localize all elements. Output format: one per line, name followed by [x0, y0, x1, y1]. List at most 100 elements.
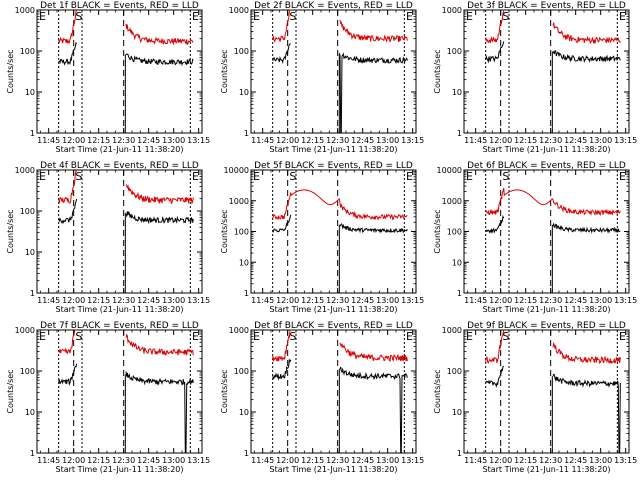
event-marker-e: E: [619, 10, 626, 23]
plot-frame: [463, 9, 630, 134]
y-tick-label: 10000: [437, 166, 462, 175]
y-tick-label: 100: [234, 367, 249, 376]
event-marker-e: E: [192, 330, 199, 343]
detector-panel-2: Det 2f BLACK = Events, RED = LLD 1 10 100 10…: [220, 1, 424, 154]
panel-title: Det 5f BLACK = Events, RED = LLD: [254, 161, 413, 171]
plot-frame: [463, 329, 630, 454]
y-tick-label: 100: [447, 47, 462, 56]
event-marker-e: E: [253, 170, 260, 183]
lld-series-line: [272, 189, 408, 221]
event-marker-e: E: [406, 10, 413, 23]
y-tick-label: 10: [452, 258, 462, 267]
x-tick-label: 13:15: [187, 136, 210, 145]
y-tick-label: 1000: [15, 326, 35, 335]
x-tick-label: 12:30: [112, 296, 135, 305]
y-tick-label: 10: [25, 248, 35, 257]
x-tick-label: 13:15: [614, 296, 637, 305]
x-axis-label: Start Time (21-Jun-11 11:38:20): [270, 465, 398, 474]
x-tick-label: 13:00: [162, 296, 185, 305]
x-tick-label: 11:45: [464, 136, 487, 145]
events-series-line: [485, 365, 621, 454]
x-tick-label: 11:45: [37, 296, 60, 305]
x-tick-label: 12:30: [539, 136, 562, 145]
x-tick-label: 12:30: [326, 456, 349, 465]
event-marker-s: S: [289, 330, 296, 343]
y-tick-label: 1000: [442, 326, 462, 335]
panel-title: Det 3f BLACK = Events, RED = LLD: [467, 1, 626, 11]
x-tick-label: 13:15: [187, 296, 210, 305]
x-tick-label: 13:00: [376, 456, 399, 465]
event-marker-e: E: [39, 10, 46, 23]
x-tick-label: 13:00: [589, 456, 612, 465]
x-tick-label: 12:00: [489, 296, 512, 305]
x-axis-label: Start Time (21-Jun-11 11:38:20): [483, 145, 611, 154]
y-tick-label: 1: [244, 289, 249, 298]
x-axis-label: Start Time (21-Jun-11 11:38:20): [270, 145, 398, 154]
events-series-line: [272, 214, 408, 234]
x-tick-label: 11:45: [251, 456, 274, 465]
y-axis-label: Counts/sec: [220, 369, 229, 413]
detector-panel-6: Det 6f BLACK = Events, RED = LLD 1 10 100 10…: [433, 161, 637, 314]
panel-title: Det 4f BLACK = Events, RED = LLD: [40, 161, 199, 171]
x-tick-label: 11:45: [251, 136, 274, 145]
event-marker-e: E: [39, 170, 46, 183]
detector-panel-5: Det 5f BLACK = Events, RED = LLD 1 10 100 10…: [220, 161, 424, 314]
panel-title: Det 1f BLACK = Events, RED = LLD: [40, 1, 199, 11]
y-axis-label: Counts/sec: [6, 209, 15, 253]
detector-panel-9: Det 9f BLACK = Events, RED = LLD 1 10 100 10…: [433, 321, 637, 474]
plot-frame: [36, 169, 203, 294]
x-tick-label: 13:15: [401, 456, 424, 465]
y-tick-label: 1000: [229, 197, 249, 206]
y-tick-label: 1: [244, 449, 249, 458]
y-axis-label: Counts/sec: [433, 49, 442, 93]
event-marker-e: E: [466, 330, 473, 343]
x-tick-label: 12:45: [137, 296, 160, 305]
x-tick-label: 11:45: [464, 296, 487, 305]
y-axis-label: Counts/sec: [220, 209, 229, 253]
x-tick-label: 12:15: [301, 296, 324, 305]
x-tick-label: 12:30: [112, 136, 135, 145]
x-tick-label: 12:15: [514, 456, 537, 465]
y-tick-label: 1: [244, 129, 249, 138]
x-tick-label: 13:00: [162, 136, 185, 145]
x-tick-label: 12:00: [62, 296, 85, 305]
event-marker-s: S: [502, 330, 509, 343]
lld-series-line: [485, 187, 621, 217]
events-series-line: [485, 41, 621, 64]
x-tick-label: 12:00: [62, 136, 85, 145]
event-marker-s: S: [75, 10, 82, 23]
panel-title: Det 2f BLACK = Events, RED = LLD: [254, 1, 413, 11]
plot-frame: [250, 9, 417, 134]
x-tick-label: 13:15: [187, 456, 210, 465]
detector-panel-1: Det 1f BLACK = Events, RED = LLD 1 10 100 10…: [6, 1, 210, 154]
event-marker-e: E: [619, 330, 626, 343]
event-marker-e: E: [39, 330, 46, 343]
x-tick-label: 12:30: [539, 456, 562, 465]
y-axis-label: Counts/sec: [6, 49, 15, 93]
y-axis-label: Counts/sec: [6, 369, 15, 413]
x-tick-label: 12:45: [351, 456, 374, 465]
y-tick-label: 10000: [224, 166, 249, 175]
y-tick-label: 1000: [15, 6, 35, 15]
x-tick-label: 12:00: [276, 296, 299, 305]
x-tick-label: 12:45: [351, 296, 374, 305]
x-tick-label: 12:15: [514, 296, 537, 305]
y-tick-label: 10: [25, 408, 35, 417]
y-tick-label: 1000: [442, 6, 462, 15]
lld-series-line: [272, 9, 408, 43]
event-marker-s: S: [289, 10, 296, 23]
event-marker-s: S: [289, 170, 296, 183]
x-tick-label: 13:15: [401, 296, 424, 305]
lld-series-line: [58, 170, 194, 205]
y-tick-label: 1: [457, 289, 462, 298]
y-tick-label: 100: [447, 367, 462, 376]
x-tick-label: 12:00: [276, 456, 299, 465]
x-axis-label: Start Time (21-Jun-11 11:38:20): [56, 145, 184, 154]
y-tick-label: 1: [30, 289, 35, 298]
y-tick-label: 100: [447, 228, 462, 237]
y-axis-label: Counts/sec: [220, 49, 229, 93]
x-axis-label: Start Time (21-Jun-11 11:38:20): [483, 305, 611, 314]
event-marker-s: S: [502, 10, 509, 23]
lld-series-line: [485, 10, 621, 45]
detector-panel-4: Det 4f BLACK = Events, RED = LLD 1 10 100 10…: [6, 161, 210, 314]
